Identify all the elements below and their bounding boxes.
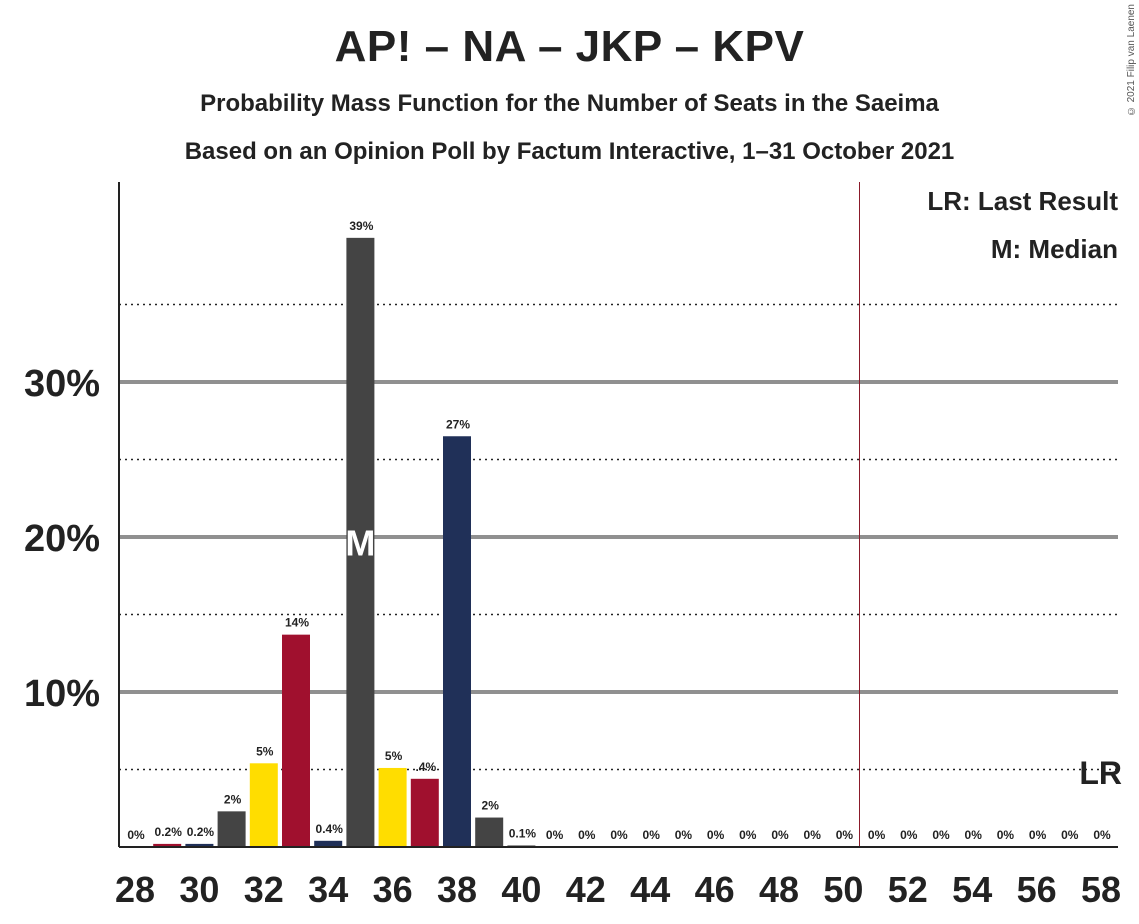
bar-value-label: 0% [836, 828, 854, 842]
chart-subtitle: Probability Mass Function for the Number… [200, 90, 939, 117]
bar-value-label: 5% [256, 744, 274, 758]
x-tick-label: 48 [759, 869, 799, 910]
bar [217, 811, 246, 847]
bar-value-label: 0.2% [155, 825, 183, 839]
bar-value-label: .4% [415, 760, 436, 774]
legend-last-result: LR: Last Result [927, 186, 1118, 216]
x-tick-label: 30 [179, 869, 219, 910]
bar [249, 763, 278, 847]
bar-value-label: 0% [1093, 828, 1111, 842]
bar-value-label: 0% [900, 828, 918, 842]
bar [443, 436, 471, 847]
bar-value-label: 0% [578, 828, 596, 842]
bar [475, 817, 504, 847]
bar-value-label: 0.2% [187, 825, 215, 839]
bar-value-label: 0% [932, 828, 950, 842]
x-tick-label: 52 [888, 869, 928, 910]
last-result-marker: LR [1079, 755, 1122, 791]
bar-value-label: 0% [739, 828, 757, 842]
x-tick-label: 28 [115, 869, 155, 910]
bar [282, 634, 310, 847]
bar [410, 778, 439, 847]
bar-value-label: 27% [446, 417, 470, 431]
y-tick-label: 30% [24, 363, 100, 405]
bar [314, 840, 343, 847]
x-tick-label: 42 [566, 869, 606, 910]
bar-value-label: 0% [804, 828, 822, 842]
bar-value-label: 0.1% [509, 826, 537, 840]
bar-value-label: 0% [771, 828, 789, 842]
bar-value-label: 0% [610, 828, 628, 842]
x-tick-label: 40 [501, 869, 541, 910]
bar-value-label: 0% [675, 828, 693, 842]
chart-source: Based on an Opinion Poll by Factum Inter… [184, 138, 955, 165]
bar-value-label: 0% [997, 828, 1015, 842]
x-tick-label: 58 [1081, 869, 1121, 910]
bar-value-label: 0% [1061, 828, 1079, 842]
x-tick-label: 32 [244, 869, 284, 910]
x-tick-label: 34 [308, 869, 348, 910]
x-tick-label: 54 [952, 869, 992, 910]
x-tick-label: 46 [695, 869, 735, 910]
bar-value-label: 0% [643, 828, 661, 842]
bar [153, 843, 182, 847]
x-tick-label: 38 [437, 869, 477, 910]
bar-value-label: 0% [868, 828, 886, 842]
bar-value-label: 0.4% [316, 822, 344, 836]
bar-value-label: 0% [707, 828, 725, 842]
bar [378, 767, 407, 847]
bar-value-label: 39% [349, 219, 373, 233]
bar-value-label: 0% [127, 828, 145, 842]
bar-value-label: 2% [224, 792, 242, 806]
bar [346, 237, 375, 848]
legend-median: M: Median [991, 234, 1118, 264]
bar-value-label: 14% [285, 616, 309, 630]
bar-value-label: 0% [965, 828, 983, 842]
x-tick-label: 56 [1017, 869, 1057, 910]
y-tick-label: 20% [24, 518, 100, 560]
bar-value-label: 5% [385, 749, 403, 763]
bar [185, 843, 214, 847]
x-tick-label: 44 [630, 869, 670, 910]
bar-value-label: 0% [1029, 828, 1047, 842]
x-tick-label: 50 [823, 869, 863, 910]
median-marker: M [345, 522, 375, 563]
chart-title: AP! – NA – JKP – KPV [334, 22, 805, 71]
y-tick-label: 10% [24, 673, 100, 715]
bar-value-label: 2% [482, 799, 500, 813]
bar-value-label: 0% [546, 828, 564, 842]
x-tick-label: 36 [373, 869, 413, 910]
